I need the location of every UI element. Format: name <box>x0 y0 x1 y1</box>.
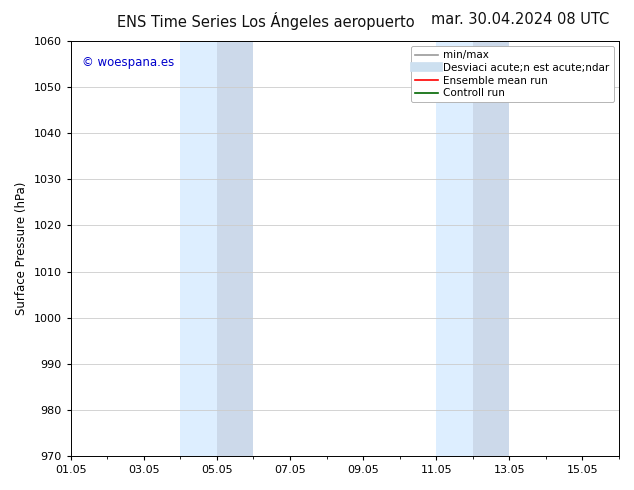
Y-axis label: Surface Pressure (hPa): Surface Pressure (hPa) <box>15 182 28 315</box>
Bar <box>217 41 254 456</box>
Text: mar. 30.04.2024 08 UTC: mar. 30.04.2024 08 UTC <box>430 12 609 27</box>
Text: © woespana.es: © woespana.es <box>82 55 174 69</box>
Bar <box>436 41 473 456</box>
Text: ENS Time Series Los Ángeles aeropuerto: ENS Time Series Los Ángeles aeropuerto <box>117 12 415 30</box>
Legend: min/max, Desviaci acute;n est acute;ndar, Ensemble mean run, Controll run: min/max, Desviaci acute;n est acute;ndar… <box>411 46 614 102</box>
Bar <box>473 41 509 456</box>
Bar <box>180 41 217 456</box>
